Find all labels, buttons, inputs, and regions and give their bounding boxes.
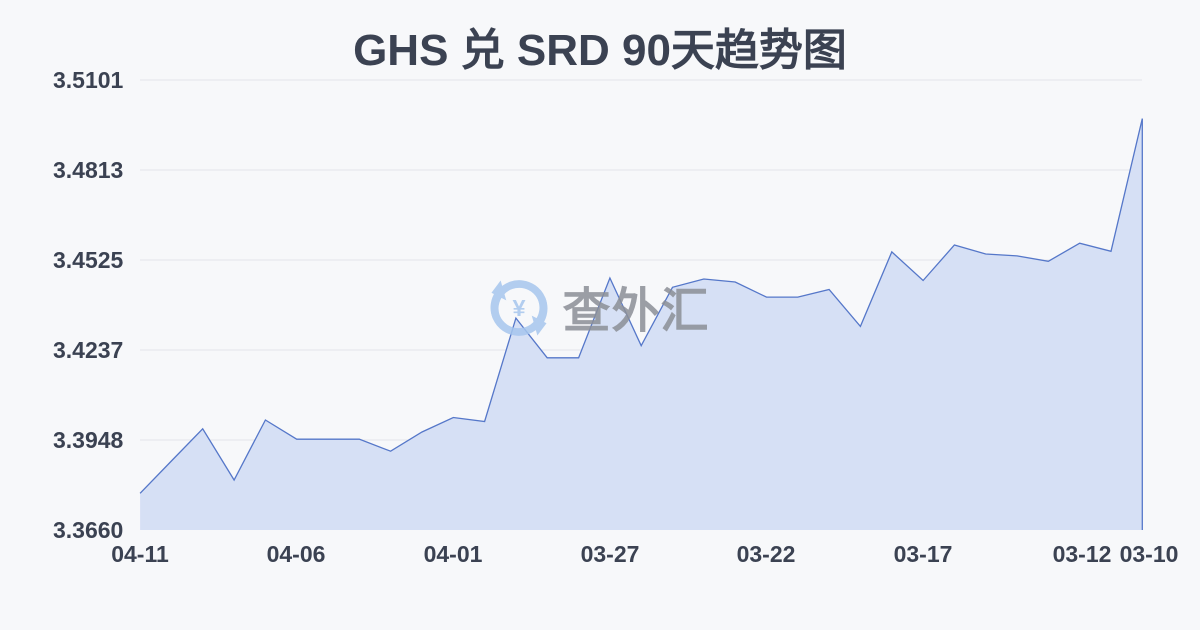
svg-text:3.5101: 3.5101	[53, 67, 124, 93]
svg-text:04-11: 04-11	[111, 541, 169, 567]
svg-text:3.4525: 3.4525	[53, 247, 124, 273]
svg-text:¥: ¥	[512, 295, 525, 321]
svg-text:04-06: 04-06	[267, 541, 326, 567]
svg-text:03-27: 03-27	[581, 541, 640, 567]
svg-text:04-01: 04-01	[424, 541, 483, 567]
svg-text:03-12: 03-12	[1053, 541, 1112, 567]
svg-text:3.3660: 3.3660	[53, 517, 123, 543]
svg-text:03-17: 03-17	[894, 541, 953, 567]
svg-text:03-22: 03-22	[737, 541, 796, 567]
svg-text:03-10: 03-10	[1120, 541, 1179, 567]
svg-text:3.4237: 3.4237	[53, 337, 123, 363]
svg-text:3.3948: 3.3948	[53, 427, 124, 453]
svg-text:3.4813: 3.4813	[53, 157, 123, 183]
svg-text:查外汇: 查外汇	[562, 285, 709, 338]
